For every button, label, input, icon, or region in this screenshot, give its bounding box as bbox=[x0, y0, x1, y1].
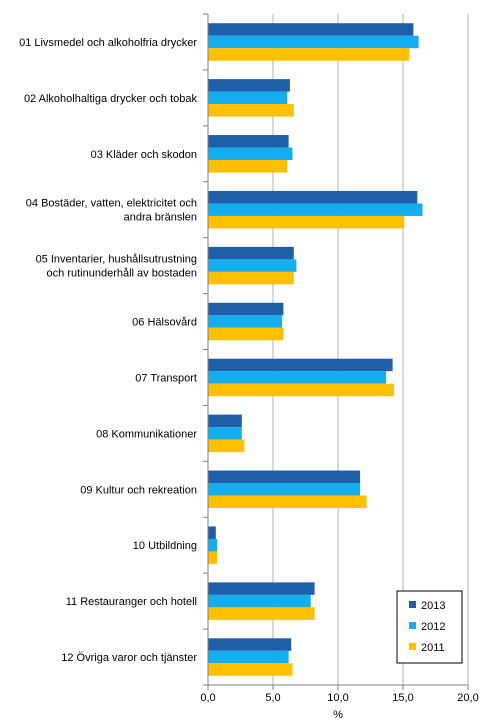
bar-2011-9 bbox=[208, 495, 367, 509]
legend-swatch-2013 bbox=[409, 601, 416, 608]
bar-2012-8 bbox=[208, 427, 242, 440]
category-label: 11 Restauranger och hotell bbox=[66, 596, 197, 608]
bar-2011-4 bbox=[208, 215, 405, 229]
x-axis-title: % bbox=[333, 709, 343, 721]
category-label: 01 Livsmedel och alkoholfria drycker bbox=[19, 37, 197, 49]
category-label: 06 Hälsovård bbox=[132, 317, 197, 329]
bar-2012-12 bbox=[208, 650, 289, 664]
bar-2012-5 bbox=[208, 259, 297, 272]
legend-label-2013: 2013 bbox=[421, 600, 445, 612]
category-label: 03 Kläder och skodon bbox=[91, 149, 197, 161]
bar-2013-7 bbox=[208, 358, 393, 372]
bar-2011-7 bbox=[208, 383, 394, 397]
legend-swatch-2012 bbox=[409, 622, 416, 629]
bar-2013-1 bbox=[208, 23, 414, 36]
bar-2013-8 bbox=[208, 414, 242, 428]
category-label: 05 Inventarier, hushållsutrustning och ru… bbox=[36, 254, 197, 280]
bar-2013-6 bbox=[208, 302, 284, 316]
category-label: 12 Övriga varor och tjänster bbox=[61, 652, 197, 664]
category-label: 09 Kultur och rekreation bbox=[80, 484, 197, 496]
bar-2011-12 bbox=[208, 663, 293, 676]
x-tick-label: 20,0 bbox=[457, 692, 478, 704]
bar-2011-10 bbox=[208, 551, 218, 564]
bar-2013-4 bbox=[208, 190, 418, 204]
bar-2011-11 bbox=[208, 607, 315, 620]
category-label: 10 Utbildning bbox=[133, 540, 197, 552]
bar-2012-3 bbox=[208, 147, 293, 161]
axes bbox=[203, 13, 469, 690]
bar-2013-2 bbox=[208, 79, 290, 92]
bar-2011-3 bbox=[208, 160, 288, 173]
bar-2012-2 bbox=[208, 91, 288, 105]
category-label: 07 Transport bbox=[135, 372, 197, 384]
x-tick-label: 10,0 bbox=[327, 692, 348, 704]
bar-2012-1 bbox=[208, 35, 419, 49]
category-label: 08 Kommunikationer bbox=[96, 428, 197, 440]
bar-2012-9 bbox=[208, 483, 361, 496]
bar-2012-6 bbox=[208, 315, 283, 328]
legend: 2013 2012 2011 bbox=[396, 590, 463, 664]
legend-label-2012: 2012 bbox=[421, 621, 445, 633]
bar-2012-11 bbox=[208, 594, 311, 608]
bar-2012-7 bbox=[208, 371, 387, 384]
bar-2011-2 bbox=[208, 104, 294, 117]
bar-2011-1 bbox=[208, 48, 410, 61]
bar-2013-12 bbox=[208, 638, 292, 651]
bar-2013-9 bbox=[208, 470, 361, 484]
bar-2013-5 bbox=[208, 246, 294, 260]
bar-2012-10 bbox=[208, 538, 218, 552]
gridlines bbox=[272, 14, 469, 685]
category-label: 02 Alkoholhaltiga drycker och tobak bbox=[24, 93, 198, 105]
bar-2013-10 bbox=[208, 526, 216, 539]
legend-swatch-2011 bbox=[409, 643, 416, 650]
legend-box bbox=[396, 590, 463, 664]
category-labels: 01 Livsmedel och alkoholfria drycker 02 A… bbox=[19, 37, 197, 664]
bar-2011-6 bbox=[208, 327, 284, 341]
x-tick-label: 15,0 bbox=[392, 692, 413, 704]
bar-2013-11 bbox=[208, 582, 315, 595]
bar-2012-4 bbox=[208, 203, 423, 216]
legend-label-2011: 2011 bbox=[421, 642, 445, 654]
x-tick-label: 0,0 bbox=[200, 692, 215, 704]
x-tick-labels: 0,0 5,0 10,0 15,0 20,0 bbox=[200, 692, 478, 704]
category-label: 04 Bostäder, vatten, elektricitet och and… bbox=[26, 198, 197, 224]
bar-2011-8 bbox=[208, 439, 245, 453]
bar-2013-3 bbox=[208, 135, 289, 148]
bar-2011-5 bbox=[208, 271, 294, 285]
bars bbox=[208, 23, 423, 676]
x-tick-label: 5,0 bbox=[265, 692, 280, 704]
